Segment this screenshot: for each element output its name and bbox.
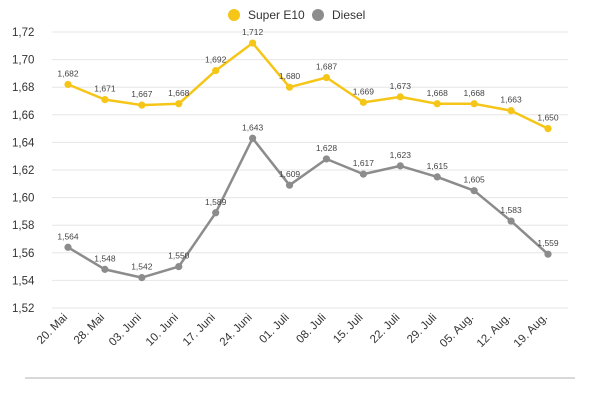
legend-marker-diesel	[312, 9, 324, 21]
data-point	[138, 101, 146, 109]
data-label: 1,680	[279, 71, 301, 81]
data-label: 1,550	[168, 251, 190, 261]
x-tick-label: 20. Mai	[35, 312, 70, 347]
data-point	[285, 181, 294, 189]
y-tick-label: 1,60	[12, 193, 34, 205]
data-label: 1,667	[131, 89, 153, 99]
data-point	[101, 96, 109, 104]
data-label: 1,623	[390, 150, 412, 160]
data-point	[470, 187, 478, 195]
x-axis: 20. Mai 28. Mai 03. Juni 10. Juni 17. Juni 24…	[35, 312, 550, 350]
y-tick-label: 1,72	[12, 27, 34, 39]
y-tick-label: 1,68	[12, 82, 34, 94]
data-point	[64, 243, 72, 251]
x-tick-label: 03. Juni	[107, 312, 144, 349]
data-point	[285, 83, 294, 91]
series-layer: 1,682 1,671 1,667 1,668 1,692 1,712 1,680 1,687…	[57, 27, 559, 282]
data-label: 1,564	[57, 231, 79, 241]
data-label: 1,605	[464, 175, 486, 185]
data-label: 1,682	[57, 68, 79, 78]
data-label: 1,548	[94, 253, 116, 263]
y-tick-label: 1,52	[12, 303, 34, 315]
x-tick-label: 08. Juli	[294, 312, 328, 346]
data-label: 1,663	[500, 95, 522, 105]
data-label: 1,668	[464, 88, 486, 98]
x-tick-label: 12. Aug.	[475, 312, 513, 350]
series-diesel: 1,564 1,548 1,542 1,550 1,589 1,643 1,609 1,628…	[57, 122, 559, 282]
y-axis: 1,72 1,70 1,68 1,66 1,64 1,62 1,60 1,58 1,56 1,54…	[12, 27, 35, 315]
x-tick-label: 10. Juni	[144, 312, 181, 349]
data-point	[433, 173, 441, 181]
x-tick-label: 15. Juli	[331, 312, 365, 346]
y-tick-label: 1,56	[12, 248, 34, 260]
data-label: 1,609	[279, 169, 301, 179]
data-point	[249, 134, 257, 142]
data-point	[359, 98, 367, 106]
x-tick-label: 17. Juni	[181, 312, 218, 349]
data-label: 1,673	[390, 81, 412, 91]
x-tick-label: 29. Juli	[405, 312, 439, 346]
data-label: 1,668	[168, 88, 190, 98]
y-tick-label: 1,58	[12, 220, 34, 232]
data-point	[507, 107, 515, 115]
data-label: 1,617	[353, 158, 375, 168]
y-tick-label: 1,54	[12, 275, 35, 287]
legend: Super E10 Diesel	[228, 8, 365, 22]
series-line-diesel	[66, 137, 550, 279]
data-label: 1,668	[427, 88, 449, 98]
series-line-super-e10	[66, 41, 550, 130]
data-label: 1,628	[316, 143, 338, 153]
data-point	[433, 100, 441, 108]
data-point	[470, 100, 478, 108]
data-label: 1,615	[427, 161, 449, 171]
data-point	[322, 73, 331, 82]
legend-label-super-e10: Super E10	[248, 8, 305, 22]
x-tick-label: 19. Aug.	[512, 312, 550, 350]
data-point	[101, 265, 109, 273]
x-tick-label: 24. Juni	[218, 312, 255, 349]
x-tick-label: 01. Juli	[257, 312, 291, 346]
y-tick-label: 1,64	[12, 137, 35, 149]
data-point	[544, 250, 552, 258]
data-point	[507, 217, 515, 225]
data-label: 1,671	[94, 84, 116, 94]
series-super-e10: 1,682 1,671 1,667 1,668 1,692 1,712 1,680 1,687…	[57, 27, 559, 133]
data-point	[212, 67, 220, 75]
data-label: 1,542	[131, 262, 153, 272]
legend-marker-super-e10	[228, 9, 240, 21]
x-tick-label: 28. Mai	[72, 312, 107, 347]
data-point	[175, 263, 183, 271]
data-label: 1,669	[353, 86, 375, 96]
x-tick-label: 22. Juli	[368, 312, 402, 346]
data-label: 1,559	[537, 238, 559, 248]
y-tick-label: 1,66	[12, 110, 34, 122]
y-tick-label: 1,62	[12, 165, 34, 177]
data-point	[396, 162, 404, 170]
data-point	[138, 274, 146, 282]
x-tick-label: 05. Aug.	[438, 312, 476, 350]
data-label: 1,650	[537, 113, 559, 123]
data-label: 1,692	[205, 55, 227, 65]
data-label: 1,589	[205, 197, 227, 207]
data-label: 1,712	[242, 27, 264, 37]
data-point	[544, 125, 552, 133]
data-label: 1,583	[500, 205, 522, 215]
data-point	[175, 100, 183, 108]
legend-label-diesel: Diesel	[332, 8, 365, 22]
data-point	[64, 80, 72, 89]
data-label: 1,643	[242, 122, 264, 132]
y-tick-label: 1,70	[12, 55, 34, 67]
data-point	[212, 209, 220, 217]
data-point	[322, 155, 331, 163]
data-point	[396, 93, 404, 101]
data-point	[249, 39, 257, 47]
data-label: 1,687	[316, 62, 338, 72]
data-point	[359, 170, 367, 178]
